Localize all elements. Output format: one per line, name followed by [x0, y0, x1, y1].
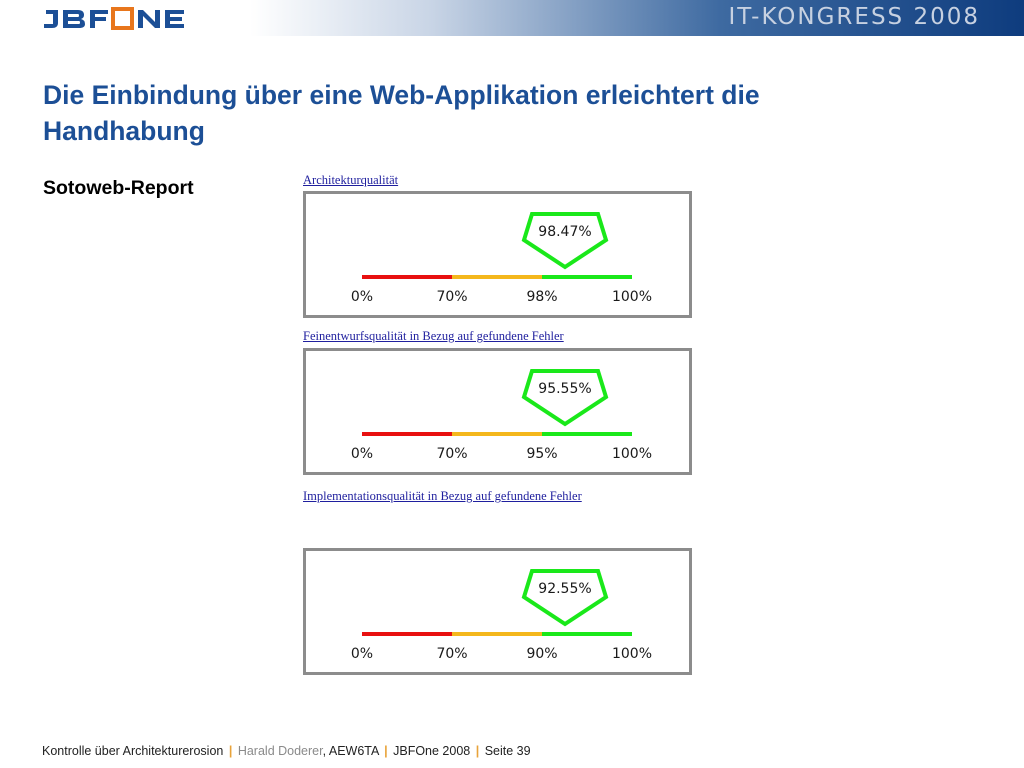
gauge-tick-label: 98%: [526, 289, 557, 305]
gauge-tick-label: 100%: [612, 446, 652, 462]
gauge-tick-label: 70%: [436, 289, 467, 305]
gauge-tick-label: 70%: [436, 446, 467, 462]
gauge-value-marker: [521, 369, 609, 427]
gauge-value-label: 92.55%: [538, 581, 591, 597]
gauge-tick-label: 90%: [526, 646, 557, 662]
footer-event: JBFOne 2008: [393, 744, 471, 758]
footer-author: Harald Doderer: [237, 744, 323, 758]
gauge-panel-implementationsqualitaet: 0% 70% 90% 100% 92.55%: [303, 548, 692, 675]
gauge-tick-label: 100%: [612, 646, 652, 662]
event-title: IT-KONGRESS 2008: [728, 4, 980, 30]
jbfone-logo: [44, 7, 184, 30]
gauge-value-label: 95.55%: [538, 381, 591, 397]
gauge-tick-label: 0%: [351, 289, 373, 305]
gauge-tick-label: 95%: [526, 446, 557, 462]
gauge-chart: 0% 70% 90% 100% 92.55%: [351, 569, 652, 662]
footer-separator: |: [384, 744, 388, 758]
gauge-chart: 0% 70% 95% 100% 95.55%: [351, 369, 652, 462]
footer-separator: |: [475, 744, 480, 758]
slide-subtitle: Sotoweb-Report: [43, 177, 194, 199]
gauge-link-architekturqualitaet[interactable]: Architekturqualität: [303, 173, 399, 187]
gauge-value-marker: [521, 569, 609, 627]
gauge-value-marker: [521, 212, 609, 270]
gauge-panel-feinentwurfsqualitaet: 0% 70% 95% 100% 95.55%: [303, 348, 692, 475]
gauge-value-label: 98.47%: [538, 224, 591, 240]
footer-separator: |: [228, 744, 233, 758]
gauge-tick-label: 0%: [351, 446, 373, 462]
gauge-tick-label: 100%: [612, 289, 652, 305]
gauge-link-implementationsqualitaet[interactable]: Implementationsqualität in Bezug auf gef…: [303, 489, 582, 503]
gauge-tick-label: 70%: [436, 646, 467, 662]
gauge-chart: 0% 70% 98% 100% 98.47%: [351, 212, 652, 305]
gauge-panel-architekturqualitaet: 0% 70% 98% 100% 98.47%: [303, 191, 692, 318]
footer: Kontrolle über Architekturerosion | Hara…: [42, 744, 531, 758]
slide-title: Die Einbindung über eine Web-Applikation…: [43, 80, 760, 146]
footer-company: AEW6TA: [328, 744, 379, 758]
gauge-link-feinentwurfsqualitaet[interactable]: Feinentwurfsqualität in Bezug auf gefund…: [303, 329, 564, 343]
footer-page: Seite 39: [484, 744, 531, 758]
footer-topic: Kontrolle über Architekturerosion: [42, 744, 224, 758]
gauge-tick-label: 0%: [351, 646, 373, 662]
